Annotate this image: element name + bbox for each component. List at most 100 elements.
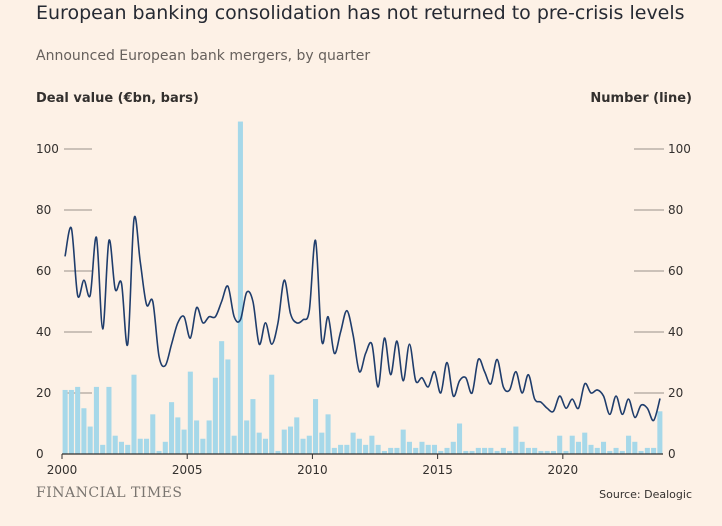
left-tick-label: 100 [36,142,59,156]
deal-value-bar [169,402,175,454]
deal-value-bar [594,447,600,454]
deal-value-bar [237,121,243,455]
deal-value-bar [488,447,494,454]
deal-value-bar [100,444,106,454]
x-axis: 2000 2005 2010 2015 2020 [47,454,578,477]
left-tick-label: 40 [36,325,51,339]
deal-value-bar [262,438,268,454]
right-tick-label: 60 [668,264,683,278]
deal-value-bar [419,441,425,454]
deal-value-bar [381,450,387,454]
deal-value-bar [118,441,124,454]
deal-value-bar [143,438,150,454]
chart-subtitle: Announced European bank mergers, by quar… [36,48,371,64]
deal-value-bar [313,399,319,454]
deal-value-bar [601,441,607,454]
number-of-deals-line [64,215,661,422]
right-tick-label: 100 [668,142,691,156]
deal-value-bar [200,438,206,454]
x-tick-label: 2010 [297,463,328,477]
x-tick-label: 2015 [422,463,453,477]
deal-value-bar [244,420,250,454]
deal-value-bar [106,386,112,454]
deal-value-bar [256,432,262,454]
deal-value-bar [269,374,275,454]
left-tick-label: 0 [36,447,44,461]
deal-value-bar [651,447,657,454]
deal-value-bar [457,423,463,454]
deal-value-bar [475,447,481,454]
deal-value-bar [137,438,143,454]
deal-value-bar [444,447,450,454]
deal-value-bar [482,447,488,454]
deal-value-bar [219,341,225,454]
deal-value-bar [325,414,331,454]
deal-value-bar [93,386,99,454]
deal-value-bar [544,450,550,454]
deal-value-bar [569,435,575,454]
deal-value-bar [363,444,369,454]
deal-value-bar [588,444,594,454]
deal-value-bar [532,447,538,454]
deal-value-bar [582,432,588,454]
deal-value-bar [644,447,650,454]
right-tick-label: 80 [668,203,683,217]
deal-value-bar [75,386,81,454]
deal-value-bar [563,450,569,454]
deal-value-bar [131,374,137,454]
deal-value-bar [294,417,300,454]
deal-value-bar [369,435,375,454]
left-tick-label: 60 [36,264,51,278]
deal-value-bar [112,435,118,454]
deal-value-bar [463,450,469,454]
deal-value-bar [275,450,281,454]
deal-value-bar [306,435,312,454]
chart-title: European banking consolidation has not r… [36,2,685,24]
right-y-axis: 0 20 40 60 80 100 [634,142,691,461]
deal-value-bar [281,429,287,454]
deal-value-bar [507,450,513,454]
deal-value-bar [500,447,506,454]
deal-value-bar [300,438,306,454]
deal-value-bar [425,444,431,454]
deal-value-bar [538,450,544,454]
deal-value-bar [519,441,525,454]
deal-value-bar [438,450,444,454]
deal-value-bar [607,450,613,454]
deal-value-bar [400,429,406,454]
deal-value-bar [388,447,394,454]
x-tick-label: 2000 [47,463,78,477]
source-note: Source: Dealogic [599,488,692,501]
deal-value-bar [225,359,231,454]
deal-value-bar [175,417,181,454]
deal-value-bar [356,438,362,454]
left-tick-label: 80 [36,203,51,217]
ft-logo: FINANCIAL TIMES [36,485,183,501]
deal-value-bar [394,447,400,454]
deal-value-bars [62,121,663,455]
x-tick-label: 2005 [172,463,203,477]
deal-value-bar [250,399,256,454]
deal-value-bar [162,441,168,454]
deal-value-bar [632,441,638,454]
deal-value-bar [406,441,412,454]
deal-value-bar [150,414,156,454]
deal-value-bar [525,447,531,454]
deal-value-bar [450,441,456,454]
deal-value-bar [413,447,419,454]
deal-value-bar [613,447,619,454]
deal-value-bar [194,420,200,454]
deal-value-bar [125,444,131,454]
deal-value-bar [212,377,218,454]
deal-value-bar [375,444,381,454]
x-tick-label: 2020 [548,463,579,477]
deal-value-bar [319,432,325,454]
deal-value-bar [619,450,625,454]
right-axis-label: Number (line) [590,91,692,106]
deal-value-bar [231,435,237,454]
deal-value-bar [156,450,162,454]
deal-value-bar [187,371,193,454]
right-tick-label: 20 [668,386,683,400]
deal-value-bar [513,426,519,454]
